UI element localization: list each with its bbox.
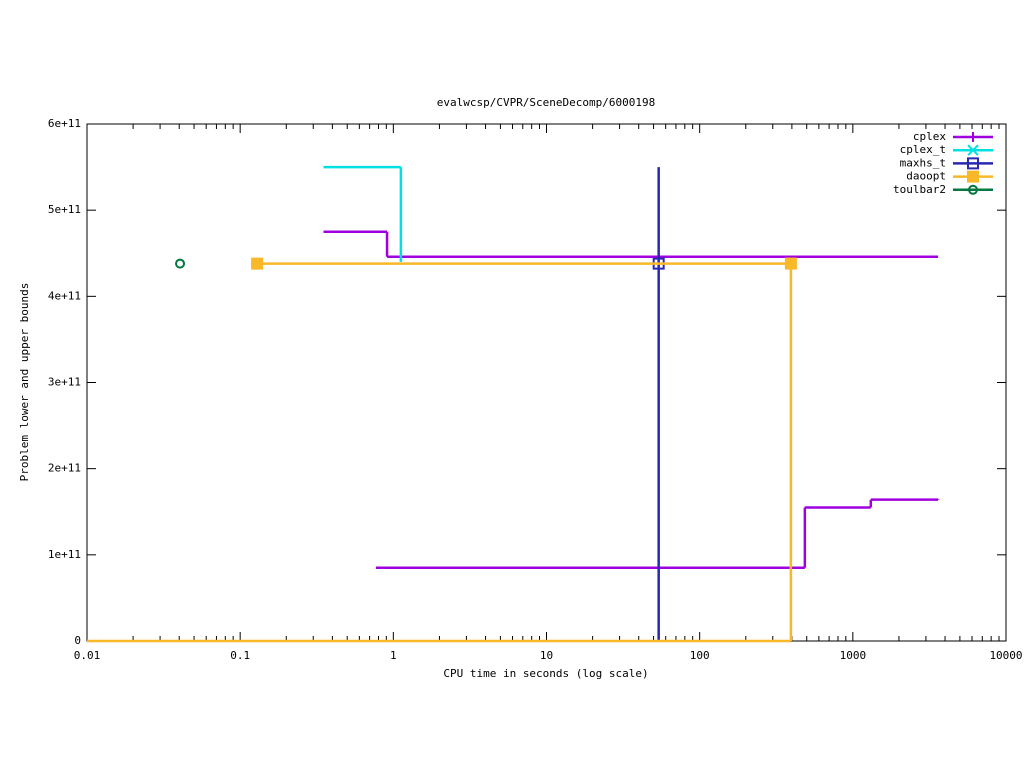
chart-title: evalwcsp/CVPR/SceneDecomp/6000198 [437, 96, 656, 109]
x-tick-label: 10000 [989, 649, 1022, 662]
y-tick-label: 2e+11 [48, 462, 81, 475]
legend-marker [968, 184, 979, 195]
x-tick-label: 1000 [840, 649, 867, 662]
x-tick-label: 0.01 [74, 649, 101, 662]
legend-marker [967, 144, 979, 156]
x-tick-label: 0.1 [230, 649, 250, 662]
y-axis-label: Problem lower and upper bounds [18, 283, 31, 482]
marker [784, 257, 797, 270]
legend-marker [967, 170, 979, 183]
marker [652, 257, 665, 270]
legend-label: toulbar2 [893, 183, 946, 196]
x-axis-label: CPU time in seconds (log scale) [443, 667, 648, 680]
marker [175, 258, 186, 269]
x-tick-label: 1 [390, 649, 397, 662]
legend-label: daoopt [906, 170, 946, 183]
legend-marker [967, 157, 979, 170]
y-tick-label: 4e+11 [48, 289, 81, 302]
x-tick-label: 100 [690, 649, 710, 662]
y-tick-label: 3e+11 [48, 376, 81, 389]
legend-label: cplex_t [900, 143, 946, 156]
y-tick-label: 6e+11 [48, 117, 81, 130]
y-tick-label: 5e+11 [48, 203, 81, 216]
legend-label: cplex [913, 130, 946, 143]
y-tick-label: 1e+11 [48, 548, 81, 561]
marker [251, 257, 264, 270]
legend-label: maxhs_t [900, 156, 946, 169]
x-tick-label: 10 [540, 649, 553, 662]
legend-marker [968, 132, 978, 142]
y-tick-label: 0 [74, 634, 81, 647]
